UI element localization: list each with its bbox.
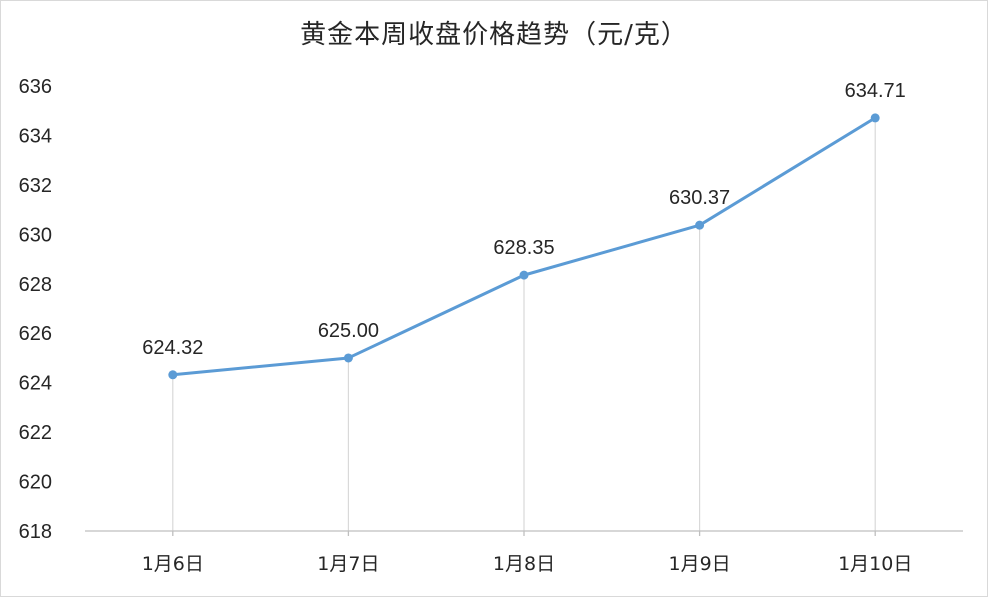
y-tick-label: 634	[19, 125, 52, 147]
y-tick-label: 622	[19, 422, 52, 444]
y-tick-label: 630	[19, 224, 52, 246]
data-point	[343, 353, 353, 363]
chart-title: 黄金本周收盘价格趋势（元/克）	[300, 20, 688, 50]
x-tick-label: 1月6日	[142, 553, 204, 575]
x-tick-label: 1月7日	[317, 553, 379, 575]
data-label: 634.71	[845, 80, 906, 102]
data-label: 625.00	[318, 320, 379, 342]
y-tick-label: 624	[19, 373, 52, 395]
data-label: 630.37	[669, 187, 730, 209]
x-tick-label: 1月9日	[669, 553, 731, 575]
x-tick-label: 1月8日	[493, 553, 555, 575]
x-tick-label: 1月10日	[838, 553, 912, 575]
data-point	[870, 113, 880, 123]
y-tick-label: 628	[19, 274, 52, 296]
data-point	[168, 370, 178, 380]
y-tick-label: 636	[19, 76, 52, 98]
data-point	[695, 220, 705, 230]
data-label: 628.35	[493, 237, 554, 259]
data-label: 624.32	[142, 337, 203, 359]
y-tick-label: 620	[19, 472, 52, 494]
y-tick-label: 618	[19, 521, 52, 543]
y-tick-label: 632	[19, 175, 52, 197]
data-point	[519, 270, 529, 280]
y-tick-label: 626	[19, 323, 52, 345]
